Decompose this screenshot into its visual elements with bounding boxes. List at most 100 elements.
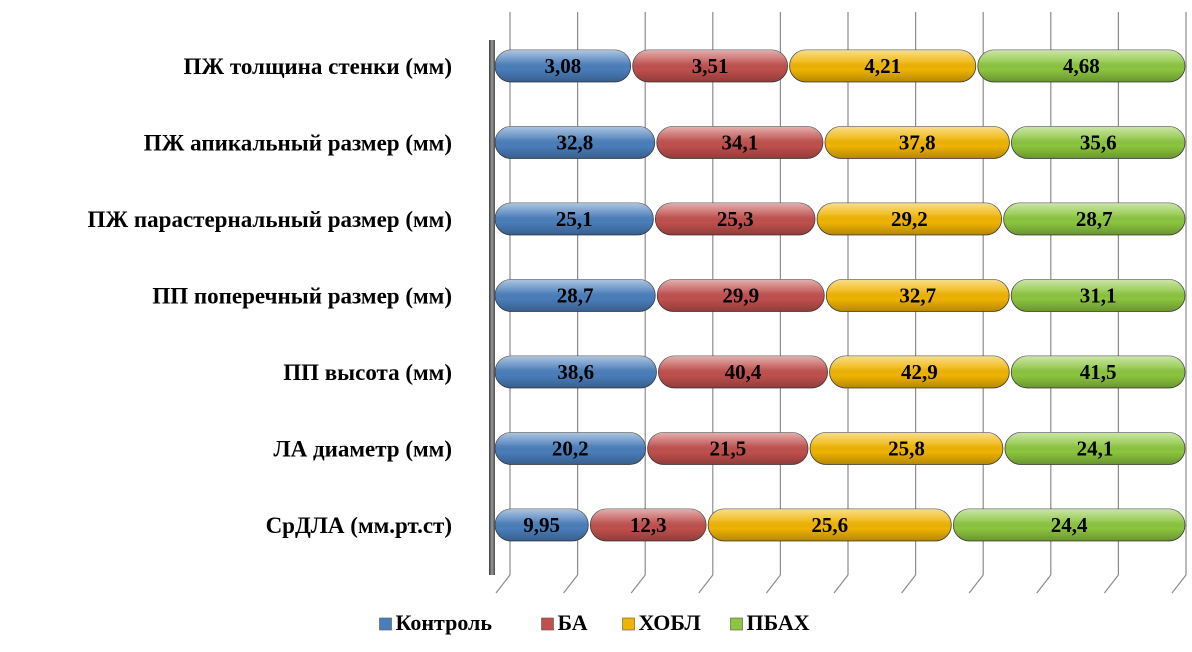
data-label: 21,5 xyxy=(709,437,746,461)
bar-gloss xyxy=(655,203,816,235)
data-label: 29,2 xyxy=(891,207,928,231)
bar-gloss xyxy=(953,509,1185,541)
bar-segment: 25,6 xyxy=(707,508,952,542)
gridline-floor xyxy=(630,574,646,594)
axis-wall xyxy=(489,40,495,575)
bar-segment: 21,5 xyxy=(647,432,809,465)
bar-segment: 37,8 xyxy=(824,126,1010,159)
bar-segment: 25,3 xyxy=(654,202,816,236)
gridline-floor xyxy=(1103,574,1119,594)
data-label: 25,1 xyxy=(556,207,593,231)
bar-segment: 29,9 xyxy=(656,279,825,312)
legend-item: Контроль xyxy=(379,610,493,635)
category-label: ПЖ парастернальный размер (мм) xyxy=(88,207,452,232)
bar-segment: 28,7 xyxy=(1003,202,1186,236)
data-label: 40,4 xyxy=(725,360,762,384)
bar-gloss xyxy=(647,432,809,465)
bar-segment: 41,5 xyxy=(1010,355,1186,389)
legend-swatch xyxy=(622,617,635,631)
data-label: 4,68 xyxy=(1063,54,1100,78)
bar-gloss xyxy=(495,432,646,465)
data-label: 32,7 xyxy=(899,284,936,308)
bar-segment: 32,8 xyxy=(494,126,656,159)
legend-swatch xyxy=(730,617,743,631)
bar-segment: 29,2 xyxy=(816,202,1003,236)
bar-gloss xyxy=(708,509,952,541)
data-label: 3,08 xyxy=(544,54,581,78)
gridline-floor xyxy=(968,574,984,594)
data-label: 25,3 xyxy=(717,207,754,231)
bar-segment: 40,4 xyxy=(658,355,828,389)
legend-label: ПБАХ xyxy=(747,610,810,635)
data-label: 42,9 xyxy=(901,360,938,384)
bar-segment: 3,08 xyxy=(494,49,632,83)
data-label: 38,6 xyxy=(557,360,594,384)
gridline-floor xyxy=(765,574,781,594)
legend-swatch xyxy=(379,617,392,631)
data-label: 35,6 xyxy=(1080,131,1117,155)
data-label: 37,8 xyxy=(899,131,936,155)
bar-segment: 12,3 xyxy=(589,508,707,542)
legend-swatch xyxy=(541,617,554,631)
bar-gloss xyxy=(824,126,1010,159)
data-label: 29,9 xyxy=(722,284,759,308)
legend-label: Контроль xyxy=(396,610,493,635)
bar-gloss xyxy=(826,279,1010,312)
legend-item: ПБАХ xyxy=(730,610,810,635)
bar-gloss xyxy=(495,203,654,235)
category-label: ПЖ апикальный размер (мм) xyxy=(144,131,452,156)
bar-gloss xyxy=(1011,279,1185,312)
bar-segment: 25,1 xyxy=(494,202,654,236)
category-label: ПП высота (мм) xyxy=(283,360,452,385)
data-label: 25,8 xyxy=(888,437,925,461)
data-label: 24,4 xyxy=(1051,513,1088,537)
bar-segment: 42,9 xyxy=(829,355,1010,389)
gridline-floor xyxy=(901,574,917,594)
category-label: ЛА диаметр (мм) xyxy=(273,437,452,462)
legend-label: БА xyxy=(558,610,588,635)
bar-segment: 20,2 xyxy=(494,432,647,465)
gridline-floor xyxy=(495,574,511,594)
bar-gloss xyxy=(1011,356,1185,388)
bar-segment: 24,1 xyxy=(1004,432,1186,465)
bar-segment: 24,4 xyxy=(952,508,1186,542)
bar-gloss xyxy=(810,432,1003,465)
gridline-floor xyxy=(698,574,714,594)
bar-segment: 3,51 xyxy=(632,49,788,83)
category-labels: ПЖ толщина стенки (мм) ПЖ апикальный разм… xyxy=(88,54,452,538)
bar-gloss xyxy=(789,50,976,82)
bar-segment: 25,8 xyxy=(809,432,1004,465)
bar-segment: 38,6 xyxy=(494,355,657,389)
data-label: 31,1 xyxy=(1080,284,1117,308)
bar-segment: 35,6 xyxy=(1011,126,1186,159)
bar-segment: 9,95 xyxy=(494,508,589,542)
data-label: 9,95 xyxy=(523,513,560,537)
bar-gloss xyxy=(657,279,825,312)
bar-gloss xyxy=(658,356,828,388)
category-label: ПП поперечный размер (мм) xyxy=(152,284,452,309)
bar-gloss xyxy=(632,50,788,82)
bars: 3,08 3,51 4,21 4,68 32,8 34,1 37,8 35,6 25,1 25,3… xyxy=(494,49,1186,542)
gridline-floor xyxy=(833,574,849,594)
bar-gloss xyxy=(1003,203,1185,235)
data-label: 32,8 xyxy=(557,131,594,155)
gridline-floor xyxy=(563,574,579,594)
bar-gloss xyxy=(817,203,1002,235)
bar-gloss xyxy=(590,509,707,541)
bar-gloss xyxy=(495,279,656,312)
data-label: 24,1 xyxy=(1077,437,1114,461)
category-label: ПЖ толщина стенки (мм) xyxy=(183,54,452,79)
bar-gloss xyxy=(656,126,823,159)
legend: Контроль БА ХОБЛ ПБАХ xyxy=(379,610,810,635)
bar-gloss xyxy=(829,356,1010,388)
bar-gloss xyxy=(495,509,589,541)
data-label: 20,2 xyxy=(552,437,589,461)
data-label: 3,51 xyxy=(692,54,729,78)
category-label: СрДЛА (мм.рт.ст) xyxy=(266,513,452,538)
bar-segment: 28,7 xyxy=(494,279,656,312)
bar-gloss xyxy=(495,50,631,82)
legend-label: ХОБЛ xyxy=(639,610,702,635)
data-label: 34,1 xyxy=(721,131,758,155)
